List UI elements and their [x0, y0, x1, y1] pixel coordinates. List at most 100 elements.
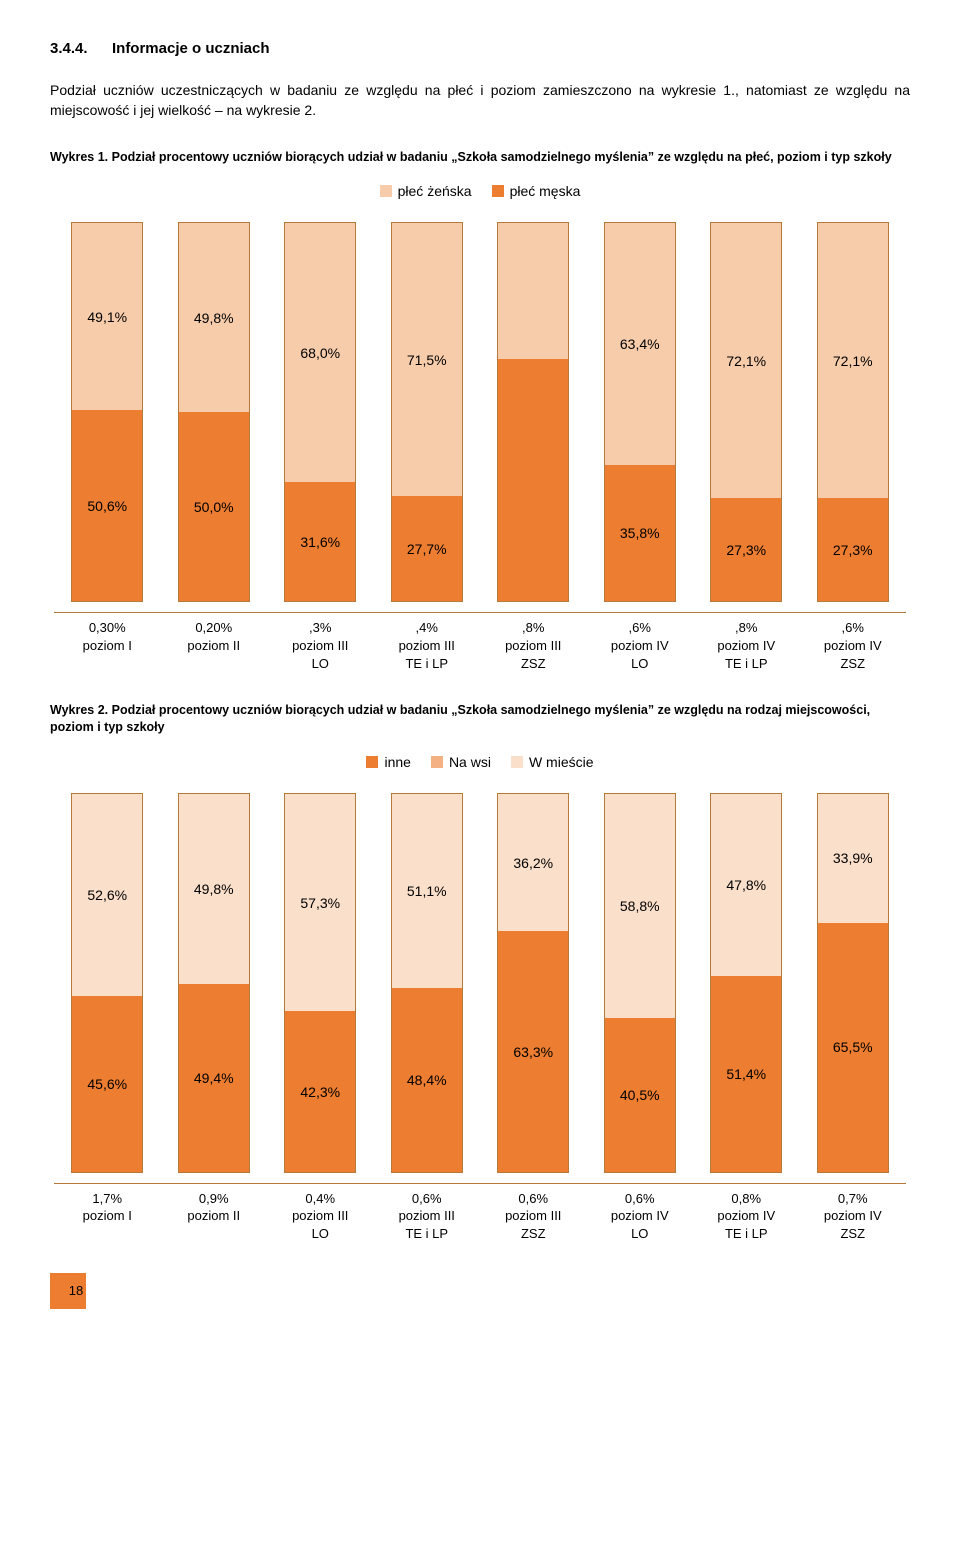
- bar-value-bottom: 65,5%: [833, 1039, 873, 1055]
- bar-value-top: 52,6%: [87, 887, 127, 903]
- bar-segment-bottom: 63,3%: [498, 931, 568, 1171]
- x-axis-category: ZSZ: [840, 655, 865, 673]
- bar-segment-top: 72,1%: [818, 223, 888, 497]
- x-axis-category: poziom IV: [611, 637, 669, 655]
- bar-value-top: 51,1%: [407, 883, 447, 899]
- bar-column: 57,3% 42,3%: [267, 793, 374, 1173]
- chart1-caption-text: Podział procentowy uczniów biorących udz…: [112, 150, 892, 164]
- bar-segment-bottom: 27,3%: [818, 498, 888, 602]
- bar-segment-bottom: 45,6%: [72, 996, 142, 1172]
- bar-value-top: 57,3%: [300, 895, 340, 911]
- bar: 33,9% 65,5%: [817, 793, 889, 1173]
- chart2-legend: inneNa wsiW mieście: [50, 754, 910, 771]
- x-axis-count: 0,20%: [195, 619, 232, 637]
- x-axis-count: 0,6%: [625, 1190, 655, 1208]
- bar-value-top: 72,1%: [833, 353, 873, 369]
- x-axis-category: ZSZ: [840, 1225, 865, 1243]
- bar: 51,1%48,4%: [391, 793, 463, 1173]
- bar-column: 35,7%63,7%: [480, 222, 587, 602]
- bar-segment-bottom: 40,5%: [605, 1018, 675, 1172]
- bar-value-top: 33,9%: [833, 850, 873, 866]
- bar-segment-bottom: 27,3%: [711, 498, 781, 602]
- x-axis-label: 0,4%poziom IIILO: [267, 1190, 374, 1243]
- x-axis-count: 0,8%: [731, 1190, 761, 1208]
- bar-value-bottom: 40,5%: [620, 1087, 660, 1103]
- x-axis-category: poziom IV: [611, 1207, 669, 1225]
- bar-value-bottom: 45,6%: [87, 1076, 127, 1092]
- legend-item: płeć męska: [492, 183, 581, 199]
- bar-value-bottom: 50,0%: [194, 499, 234, 515]
- x-axis-label: ,8%poziom IVTE i LP: [693, 619, 800, 672]
- bar-value-bottom: 27,7%: [407, 541, 447, 557]
- legend-swatch: [380, 185, 392, 197]
- x-axis-category: poziom IV: [824, 637, 882, 655]
- x-axis-count: 0,7%: [838, 1190, 868, 1208]
- x-axis-label: 0,6%poziom IIIZSZ: [480, 1190, 587, 1243]
- bar-value-top: 58,8%: [620, 898, 660, 914]
- x-axis-label: ,6%poziom IVLO: [587, 619, 694, 672]
- bar-segment-top: 72,1%: [711, 223, 781, 497]
- x-axis-label: 0,6%poziom IIITE i LP: [374, 1190, 481, 1243]
- bar-column: 51,1%48,4%: [374, 793, 481, 1173]
- bar-value-bottom: 51,4%: [726, 1066, 766, 1082]
- x-axis-count: ,8%: [522, 619, 544, 637]
- bar-value-bottom: 35,8%: [620, 525, 660, 541]
- x-axis-count: 0,30%: [89, 619, 126, 637]
- x-axis-label: 0,8%poziom IVTE i LP: [693, 1190, 800, 1243]
- x-axis-category: poziom III: [505, 1207, 561, 1225]
- x-axis-category: ZSZ: [521, 655, 546, 673]
- legend-label: inne: [384, 754, 410, 770]
- x-axis-category: TE i LP: [405, 1225, 448, 1243]
- x-axis-category: LO: [631, 655, 648, 673]
- bar: 49,8% 49,4%: [178, 793, 250, 1173]
- bar-segment-top: 71,5%: [392, 223, 462, 495]
- chart1-baseline: [54, 612, 906, 613]
- x-axis-count: ,6%: [842, 619, 864, 637]
- x-axis-label: 1,7%poziom I: [54, 1190, 161, 1243]
- bar-value-top: 36,2%: [513, 855, 553, 871]
- x-axis-category: poziom III: [292, 1207, 348, 1225]
- bar-segment-top: 57,3%: [285, 794, 355, 1011]
- legend-swatch: [366, 756, 378, 768]
- bar-segment-top: 36,2%: [498, 794, 568, 932]
- bar: 72,1% 27,3%: [817, 222, 889, 602]
- bar: 57,3% 42,3%: [284, 793, 356, 1173]
- x-axis-count: 0,9%: [199, 1190, 229, 1208]
- bar-segment-top: 58,8%: [605, 794, 675, 1018]
- chart2-caption-text: Podział procentowy uczniów biorących udz…: [50, 703, 870, 734]
- bar-value-top: 72,1%: [726, 353, 766, 369]
- bar-value-bottom: 49,4%: [194, 1070, 234, 1086]
- bar: 36,2% 63,3%: [497, 793, 569, 1173]
- bar-segment-bottom: [498, 359, 568, 601]
- x-axis-category: poziom IV: [717, 1207, 775, 1225]
- bar: 72,1% 27,3%: [710, 222, 782, 602]
- bar-value-bottom: 63,3%: [513, 1044, 553, 1060]
- chart2-plot: 52,6% 45,6% 49,8% 49,4% 57,3% 42,3% 51,1%48,4%…: [54, 793, 906, 1173]
- bar-segment-bottom: 27,7%: [392, 496, 462, 602]
- page-number: 18: [69, 1283, 83, 1298]
- chart1-caption: Wykres 1. Podział procentowy uczniów bio…: [50, 149, 910, 166]
- bar-value-top: 47,8%: [726, 877, 766, 893]
- legend-label: płeć męska: [510, 183, 581, 199]
- bar-segment-bottom: 49,4%: [179, 984, 249, 1172]
- bar-segment-bottom: 31,6%: [285, 482, 355, 602]
- x-axis-label: 0,30%poziom I: [54, 619, 161, 672]
- chart2-caption: Wykres 2. Podział procentowy uczniów bio…: [50, 702, 910, 736]
- x-axis-category: poziom III: [292, 637, 348, 655]
- bar-segment-bottom: 65,5%: [818, 923, 888, 1172]
- bar-value-bottom: 42,3%: [300, 1084, 340, 1100]
- x-axis-count: 0,6%: [412, 1190, 442, 1208]
- x-axis-category: poziom II: [187, 1207, 240, 1225]
- bar: 49,8%50,0%: [178, 222, 250, 602]
- bar-value-top: 49,8%: [194, 881, 234, 897]
- bar-column: 58,8% 40,5%: [587, 793, 694, 1173]
- bar-value-bottom: 27,3%: [833, 542, 873, 558]
- x-axis-category: LO: [312, 655, 329, 673]
- chart2-caption-lead: Wykres 2.: [50, 703, 108, 717]
- section-number: 3.4.4.: [50, 40, 88, 57]
- x-axis-count: ,6%: [629, 619, 651, 637]
- bar-column: 72,1% 27,3%: [800, 222, 907, 602]
- bar-column: 36,2% 63,3%: [480, 793, 587, 1173]
- bar-column: 63,4%35,8%: [587, 222, 694, 602]
- chart1-xlabels: 0,30%poziom I0,20%poziom II,3%poziom III…: [54, 619, 906, 672]
